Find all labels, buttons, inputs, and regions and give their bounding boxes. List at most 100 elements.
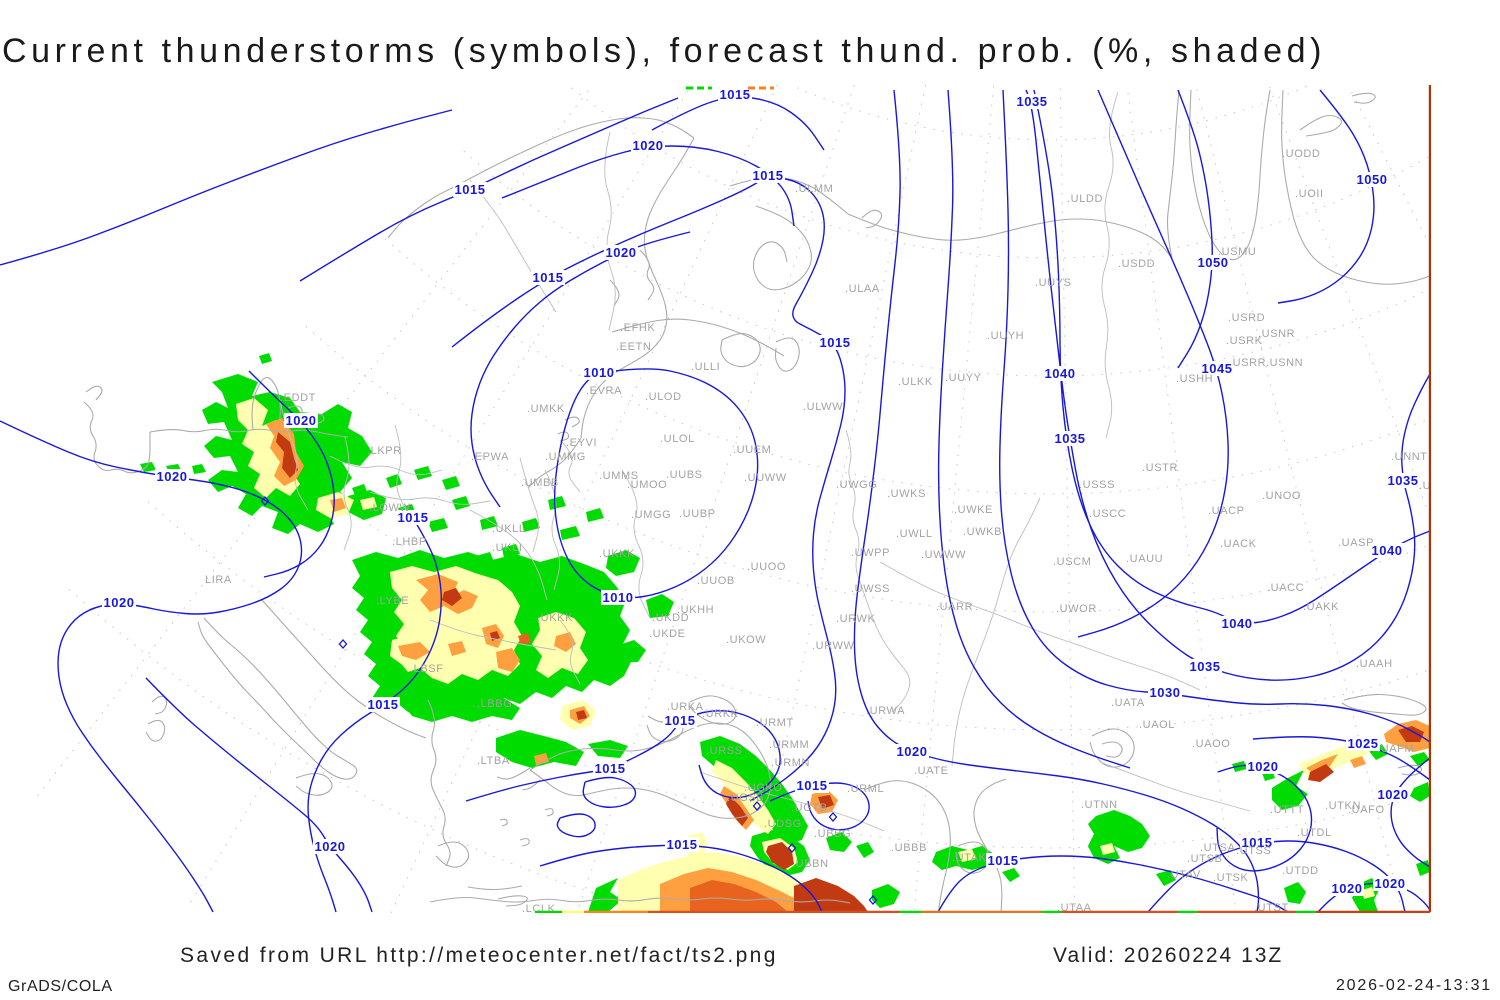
station-label: .UTST [1254,902,1289,914]
coastline [149,428,349,438]
station-label: .UNOO [1262,490,1301,502]
station-label: .URKK [702,708,739,720]
station-label: .LKPR [367,445,402,457]
station-label: .UARR [936,601,973,613]
station-label: .ULWW [803,401,843,413]
prob-shade-level-5 [576,710,587,720]
prob-shade-level-1 [560,526,580,540]
station-label: .UUOB [697,575,735,587]
prob-shade-level-3 [448,641,466,656]
border-line [369,491,491,505]
prob-shade-level-5 [1398,726,1424,742]
isobar-label: 1015 [1242,835,1273,850]
isobar-1050 [1277,89,1375,304]
station-label: .UWOR [1056,603,1097,615]
station-label: .UOII [1295,188,1324,200]
coastline [145,719,166,742]
isobar-label: 1040 [1045,366,1076,381]
graticule-meridian [576,85,855,913]
prob-shade-level-2 [360,497,377,510]
border-line [1101,91,1119,439]
station-label: .UUEM [733,444,771,456]
isobar-label: 1020 [897,744,928,759]
graticule-meridian [749,85,927,913]
station-label: .UWWW [921,549,966,561]
station-label: .LOWW [369,502,411,514]
isobar-label-bg [601,590,635,605]
isobar-label: 1045 [1202,361,1233,376]
coastline [251,376,281,431]
coastline [1281,89,1431,285]
isobar-label-bg [1043,366,1077,381]
isobar-label-bg [102,595,136,610]
coastline [639,249,655,301]
isobar-label: 1035 [1055,431,1086,446]
graticule-meridian [1347,85,1431,249]
station-label: .USMU [1218,246,1256,258]
station-label: .EDDT [280,392,316,404]
prob-shade-level-1 [442,476,460,490]
station-label: .LBSF [410,663,444,675]
isobar-label: 1035 [1017,94,1048,109]
coastline [85,385,103,401]
isobar-label: 1020 [1248,759,1279,774]
isobar-1020 [853,89,1260,913]
coastline [387,117,695,239]
prob-shade-level-5 [276,432,298,478]
isobar-label-bg [1376,787,1410,802]
prob-shade-level-1 [1002,868,1020,882]
isobar-label-bg [313,839,347,854]
isobar-label: 1020 [286,413,317,428]
station-label: .USDD [1118,258,1155,270]
border-line [1099,761,1251,812]
isobar-1015 [651,96,825,151]
coastline [83,401,151,474]
station-label: .USRK [1226,335,1263,347]
prob-shade-level-3 [1306,754,1338,774]
border-line [559,619,581,685]
footer-timestamp: 2026-02-24-13:31 [1335,977,1492,994]
station-label: .ULMM [795,183,833,195]
prob-shade-level-1 [588,878,622,912]
isobar-label: 1015 [368,697,399,712]
isobar-label: 1015 [667,837,698,852]
prob-shade-level-1 [259,353,272,364]
station-label: .UTDD [1282,865,1319,877]
border-line [469,509,548,601]
station-label: .ULOL [660,433,695,445]
country-borders [279,91,1251,832]
coastline [1299,114,1342,137]
prob-shade-level-1 [428,518,448,532]
station-label: .UKLL [492,523,526,535]
thunderstorm-symbol [787,843,797,853]
coastline [973,778,1007,913]
isobar-label-bg [1148,685,1182,700]
isobar-label-bg [155,469,189,484]
graticule-meridian [1059,85,1076,913]
graticule-meridian [187,85,693,908]
coastline [611,318,785,357]
coastline [429,896,851,904]
isobar-1015 [1147,840,1406,913]
footer-source-url: Saved from URL http://meteocenter.net/fa… [180,944,778,967]
isobar-label: 1015 [988,853,1019,868]
isobar-label-bg [986,853,1020,868]
station-label: .UBBN [792,858,829,870]
station-label: .UUBS [666,469,703,481]
station-label: .UKDD [652,612,689,624]
prob-shade-level-1 [414,466,432,480]
coastline [519,838,530,847]
coastline [1101,741,1123,758]
isobar-label: 1015 [398,510,429,525]
isobar-1015 [937,855,1289,913]
station-label: .USCM [1053,556,1091,568]
station-label: .UAUU [1126,553,1163,565]
border-line [394,424,408,513]
station-label: .UWSS [851,583,890,595]
prob-shade-level-3 [398,642,430,660]
station-label: .URSS [706,745,743,757]
station-label: .UACP [1208,505,1245,517]
coastline [863,780,951,912]
footer-valid-time: Valid: 20260224 13Z [1053,944,1284,967]
border-line [329,455,443,476]
